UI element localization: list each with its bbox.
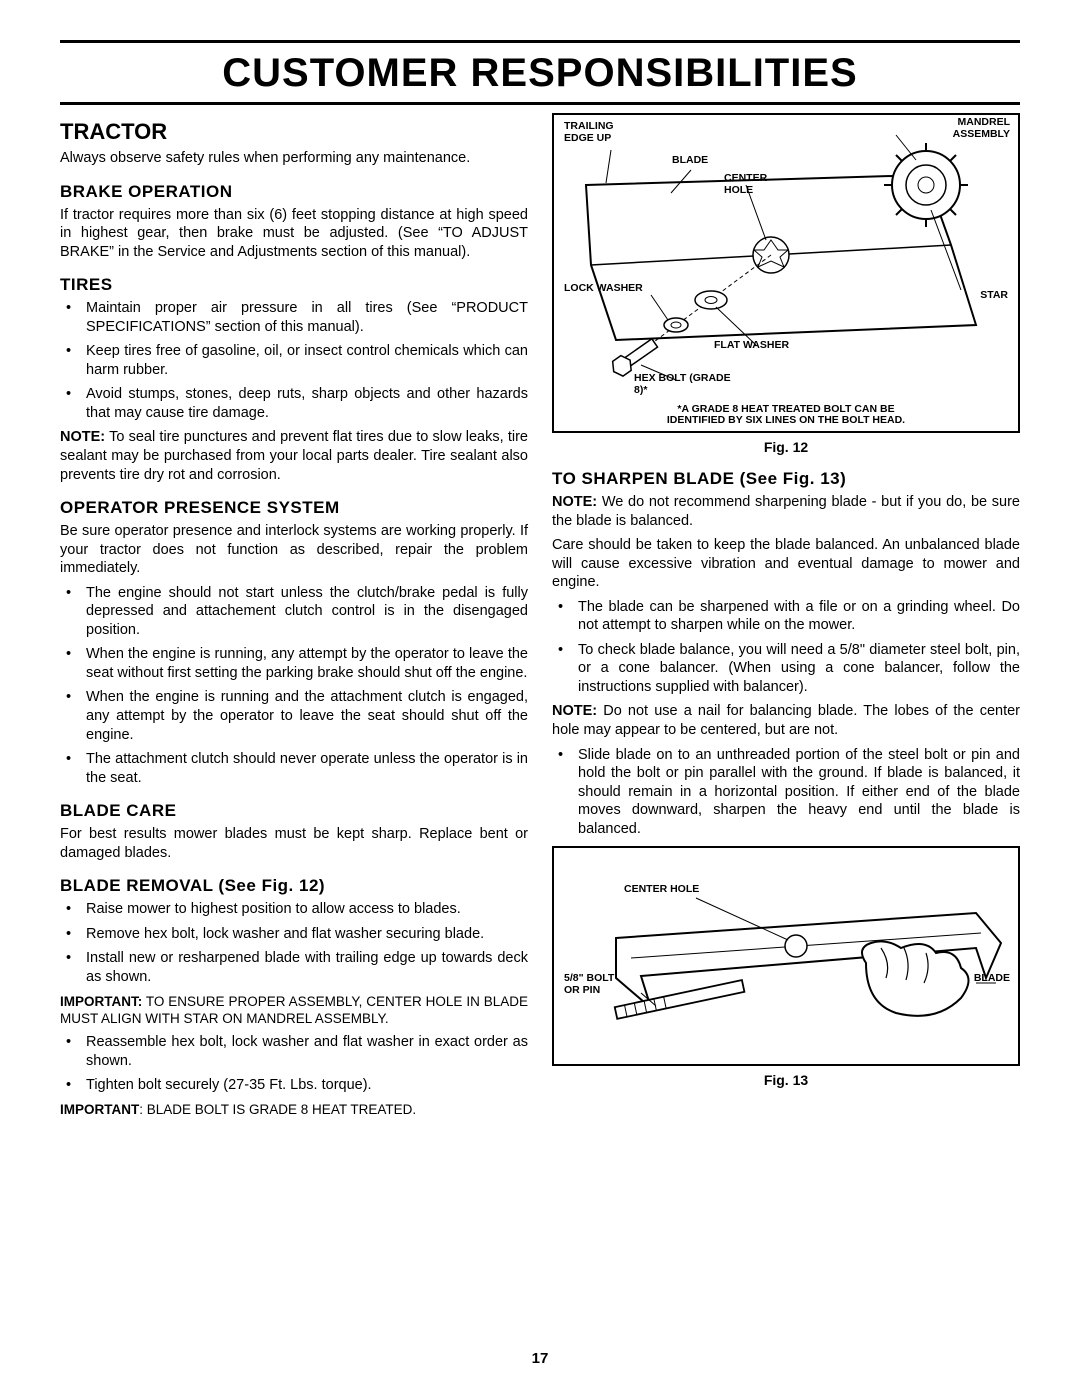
note-label: NOTE: bbox=[552, 703, 597, 719]
blade-removal-list-a: Raise mower to highest position to allow… bbox=[60, 900, 528, 986]
important-label: IMPORTANT bbox=[60, 1102, 139, 1117]
fig12-label-flat: FLAT WASHER bbox=[714, 340, 789, 352]
list-item: Keep tires free of gasoline, oil, or ins… bbox=[86, 342, 528, 379]
list-item: The attachment clutch should never opera… bbox=[86, 750, 528, 787]
list-item: Raise mower to highest position to allow… bbox=[86, 900, 528, 919]
page-number: 17 bbox=[0, 1350, 1080, 1367]
list-item: The blade can be sharpened with a file o… bbox=[578, 598, 1020, 635]
ops-list: The engine should not start unless the c… bbox=[60, 584, 528, 787]
fig12-label-blade: BLADE bbox=[672, 155, 708, 167]
fig12-label-mandrel: MANDREL ASSEMBLY bbox=[953, 117, 1010, 140]
fig12-label-hex: HEX BOLT (GRADE 8)* bbox=[634, 373, 731, 396]
fig13-label-bolt: 5/8" BOLT OR PIN bbox=[564, 973, 614, 996]
list-item: To check blade balance, you will need a … bbox=[578, 641, 1020, 697]
figure-13: CENTER HOLE 5/8" BOLT OR PIN BLADE bbox=[552, 846, 1020, 1066]
blade-important-2: IMPORTANT: BLADE BOLT IS GRADE 8 HEAT TR… bbox=[60, 1101, 528, 1118]
fig13-caption: Fig. 13 bbox=[552, 1072, 1020, 1088]
ops-intro: Be sure operator presence and interlock … bbox=[60, 522, 528, 578]
fig12-footnote: *A GRADE 8 HEAT TREATED BOLT CAN BE IDEN… bbox=[554, 404, 1018, 427]
sharpen-list-b: Slide blade on to an unthreaded portion … bbox=[552, 746, 1020, 839]
blade-care-body: For best results mower blades must be ke… bbox=[60, 825, 528, 862]
tires-note: NOTE: To seal tire punctures and prevent… bbox=[60, 428, 528, 484]
fig12-label-star: STAR bbox=[980, 290, 1008, 302]
list-item: When the engine is running and the attac… bbox=[86, 688, 528, 744]
sharpen-para: Care should be taken to keep the blade b… bbox=[552, 536, 1020, 592]
blade-care-heading: BLADE CARE bbox=[60, 801, 528, 821]
brake-heading: BRAKE OPERATION bbox=[60, 182, 528, 202]
list-item: The engine should not start unless the c… bbox=[86, 584, 528, 640]
important-label: IMPORTANT: bbox=[60, 994, 142, 1009]
tractor-intro: Always observe safety rules when perform… bbox=[60, 149, 528, 168]
figure-12-svg bbox=[554, 115, 1018, 431]
sharpen-note: NOTE: We do not recommend sharpening bla… bbox=[552, 493, 1020, 530]
figure-12: TRAILING EDGE UP MANDREL ASSEMBLY BLADE … bbox=[552, 113, 1020, 433]
note-body: To seal tire punctures and prevent flat … bbox=[60, 429, 528, 482]
fig13-label-blade: BLADE bbox=[974, 973, 1010, 985]
list-item: Remove hex bolt, lock washer and flat wa… bbox=[86, 925, 528, 944]
tractor-heading: TRACTOR bbox=[60, 119, 528, 145]
list-item: Maintain proper air pressure in all tire… bbox=[86, 299, 528, 336]
note-body: We do not recommend sharpening blade - b… bbox=[552, 494, 1020, 529]
left-column: TRACTOR Always observe safety rules when… bbox=[60, 113, 528, 1124]
tires-heading: TIRES bbox=[60, 275, 528, 295]
note-body: Do not use a nail for balancing blade. T… bbox=[552, 703, 1020, 738]
list-item: Reassemble hex bolt, lock washer and fla… bbox=[86, 1033, 528, 1070]
sharpen-note2: NOTE: Do not use a nail for balancing bl… bbox=[552, 702, 1020, 739]
list-item: Tighten bolt securely (27-35 Ft. Lbs. to… bbox=[86, 1076, 528, 1095]
brake-body: If tractor requires more than six (6) fe… bbox=[60, 206, 528, 262]
blade-removal-list-b: Reassemble hex bolt, lock washer and fla… bbox=[60, 1033, 528, 1095]
right-column: TRAILING EDGE UP MANDREL ASSEMBLY BLADE … bbox=[552, 113, 1020, 1124]
blade-removal-heading: BLADE REMOVAL (See Fig. 12) bbox=[60, 876, 528, 896]
sharpen-heading: TO SHARPEN BLADE (See Fig. 13) bbox=[552, 469, 1020, 489]
ops-heading: OPERATOR PRESENCE SYSTEM bbox=[60, 498, 528, 518]
sharpen-list-a: The blade can be sharpened with a file o… bbox=[552, 598, 1020, 697]
title-underline bbox=[60, 102, 1020, 105]
fig13-label-center: CENTER HOLE bbox=[624, 884, 699, 896]
fig12-label-center: CENTER HOLE bbox=[724, 173, 767, 196]
figure-13-svg bbox=[554, 848, 1018, 1064]
list-item: Install new or resharpened blade with tr… bbox=[86, 949, 528, 986]
fig12-caption: Fig. 12 bbox=[552, 439, 1020, 455]
fig12-label-trailing: TRAILING EDGE UP bbox=[564, 121, 614, 144]
list-item: When the engine is running, any attempt … bbox=[86, 645, 528, 682]
list-item: Slide blade on to an unthreaded portion … bbox=[578, 746, 1020, 839]
fig12-label-lock: LOCK WASHER bbox=[564, 283, 643, 295]
two-column-layout: TRACTOR Always observe safety rules when… bbox=[60, 113, 1020, 1124]
tires-list: Maintain proper air pressure in all tire… bbox=[60, 299, 528, 422]
note-label: NOTE: bbox=[60, 429, 105, 445]
blade-important-1: IMPORTANT: TO ENSURE PROPER ASSEMBLY, CE… bbox=[60, 993, 528, 1028]
list-item: Avoid stumps, stones, deep ruts, sharp o… bbox=[86, 385, 528, 422]
page-title: CUSTOMER RESPONSIBILITIES bbox=[60, 43, 1020, 102]
note-label: NOTE: bbox=[552, 494, 597, 510]
important-body: : BLADE BOLT IS GRADE 8 HEAT TREATED. bbox=[139, 1102, 416, 1117]
